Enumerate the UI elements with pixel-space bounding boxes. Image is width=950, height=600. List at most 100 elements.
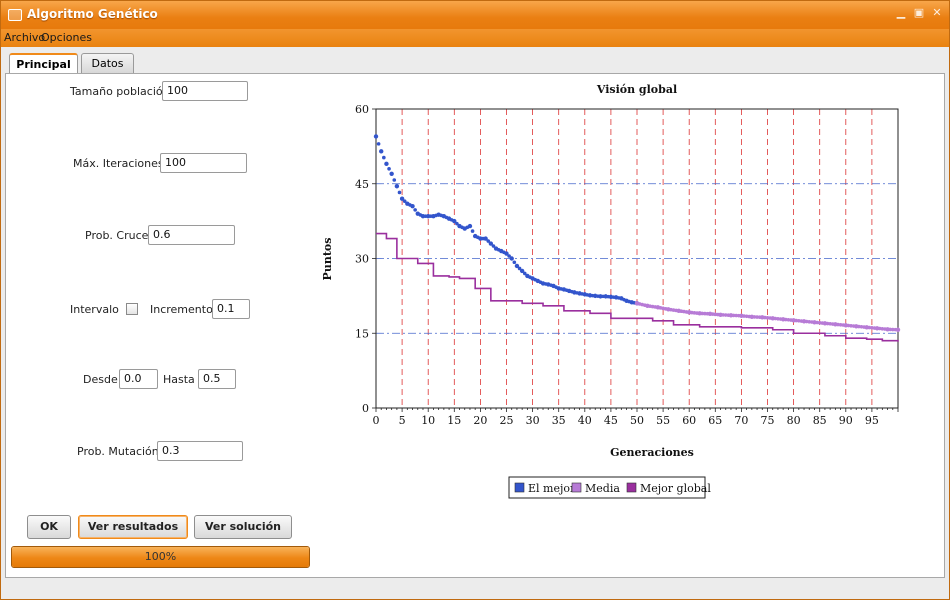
series-el-mejor-point: [426, 213, 431, 219]
series-media-point: [849, 323, 853, 328]
series-el-mejor-point: [376, 142, 381, 146]
series-el-mejor-point: [402, 199, 407, 203]
series-media-point: [742, 314, 746, 318]
maximize-icon[interactable]: ▣: [913, 6, 925, 19]
series-el-mejor-point: [382, 155, 386, 160]
series-media-point: [773, 316, 778, 321]
menu-opciones[interactable]: Opciones: [41, 31, 92, 44]
menu-archivo[interactable]: Archivo: [4, 31, 46, 44]
y-axis-label: Puntos: [321, 238, 334, 281]
y-tick-label: 30: [355, 253, 369, 266]
series-el-mejor-point: [491, 244, 496, 248]
x-tick-label: 75: [761, 414, 775, 427]
series-media-point: [867, 325, 872, 330]
minimize-icon[interactable]: ▁: [896, 6, 906, 19]
legend-label: Media: [585, 482, 620, 495]
x-tick-label: 65: [708, 414, 722, 427]
desde-label: Desde: [83, 373, 118, 386]
cruce-field[interactable]: 0.6: [148, 225, 235, 245]
series-mejor-global-line: [376, 232, 899, 342]
series-media-point: [755, 315, 759, 319]
x-tick-label: 50: [630, 414, 644, 427]
desde-field[interactable]: 0.0: [119, 369, 158, 389]
legend-swatch: [626, 482, 637, 493]
x-tick-label: 0: [373, 414, 380, 427]
series-el-mejor-point: [507, 254, 511, 258]
series-media-point: [710, 312, 715, 316]
series-el-mejor-point: [413, 208, 417, 212]
series-media-point: [700, 311, 705, 316]
series-media-point: [794, 318, 799, 323]
series-media-point: [838, 322, 843, 327]
legend-swatch: [514, 482, 525, 493]
series-el-mejor-point: [399, 196, 405, 201]
series-media-point: [859, 324, 864, 329]
series-el-mejor-point: [392, 178, 397, 182]
close-icon[interactable]: ✕: [932, 6, 942, 19]
mutacion-field[interactable]: 0.3: [157, 441, 243, 461]
x-tick-label: 40: [578, 414, 592, 427]
legend-label: El mejor: [528, 482, 576, 495]
ok-button[interactable]: OK: [27, 515, 71, 539]
y-tick-label: 60: [355, 103, 369, 116]
series-el-mejor-point: [483, 236, 488, 241]
series-el-mejor-point: [478, 236, 483, 241]
series-media-point: [880, 326, 885, 331]
hasta-label: Hasta: [163, 373, 195, 386]
series-media-point: [703, 311, 707, 316]
legend-swatch: [571, 482, 582, 493]
principal-panel: Tamaño población 100 Máx. Iteraciones 10…: [5, 73, 945, 578]
series-el-mejor-point: [519, 268, 525, 274]
intervalo-checkbox[interactable]: [126, 303, 138, 315]
series-media-point: [815, 320, 819, 325]
series-media-point: [713, 312, 718, 317]
series-media-point: [888, 327, 892, 332]
iteraciones-field[interactable]: 100: [160, 153, 247, 173]
series-el-mejor-point: [470, 229, 475, 233]
series-el-mejor-point: [394, 184, 400, 189]
cruce-label: Prob. Cruce: [85, 229, 149, 242]
series-media-point: [895, 327, 901, 332]
x-tick-label: 70: [734, 414, 748, 427]
intervalo-label: Intervalo: [70, 303, 119, 316]
series-el-mejor-point: [397, 190, 402, 195]
series-media-point: [723, 313, 728, 317]
series-media-point: [857, 324, 861, 329]
ver-solucion-button[interactable]: Ver solución: [194, 515, 292, 539]
x-tick-label: 15: [447, 414, 461, 427]
title-bar[interactable]: Algoritmo Genético ▁ ▣ ✕: [1, 1, 949, 29]
series-media-point: [817, 320, 822, 325]
hasta-field[interactable]: 0.5: [198, 369, 236, 389]
x-tick-label: 30: [526, 414, 540, 427]
x-tick-label: 45: [604, 414, 618, 427]
x-tick-label: 10: [421, 414, 435, 427]
x-tick-label: 60: [682, 414, 696, 427]
ver-resultados-button[interactable]: Ver resultados: [78, 515, 188, 539]
tab-datos[interactable]: Datos: [81, 53, 134, 73]
x-tick-label: 55: [656, 414, 670, 427]
incremento-field[interactable]: 0.1: [212, 299, 250, 319]
series-media-point: [846, 323, 851, 328]
poblacion-field[interactable]: 100: [162, 81, 248, 101]
series-el-mejor-point: [517, 266, 522, 271]
series-el-mejor-point: [384, 161, 389, 167]
series-media-point: [870, 325, 874, 330]
series-media-point: [763, 315, 767, 320]
y-tick-label: 15: [355, 327, 369, 340]
y-tick-label: 45: [355, 178, 369, 191]
x-tick-label: 90: [839, 414, 853, 427]
series-media-point: [765, 316, 770, 320]
series-media-point: [828, 321, 832, 326]
progress-fill: [12, 547, 309, 567]
series-el-mejor-point: [486, 239, 491, 243]
series-media-point: [731, 313, 736, 318]
series-el-mejor-point: [467, 223, 473, 229]
series-el-mejor-point: [509, 256, 514, 261]
series-el-mejor-point: [373, 134, 379, 139]
series-media-point: [721, 313, 725, 317]
series-media-point: [752, 315, 757, 319]
series-media-point: [797, 318, 801, 323]
tab-principal[interactable]: Principal: [9, 53, 78, 73]
series-el-mejor-point: [387, 167, 391, 171]
series-el-mejor-point: [488, 241, 494, 246]
